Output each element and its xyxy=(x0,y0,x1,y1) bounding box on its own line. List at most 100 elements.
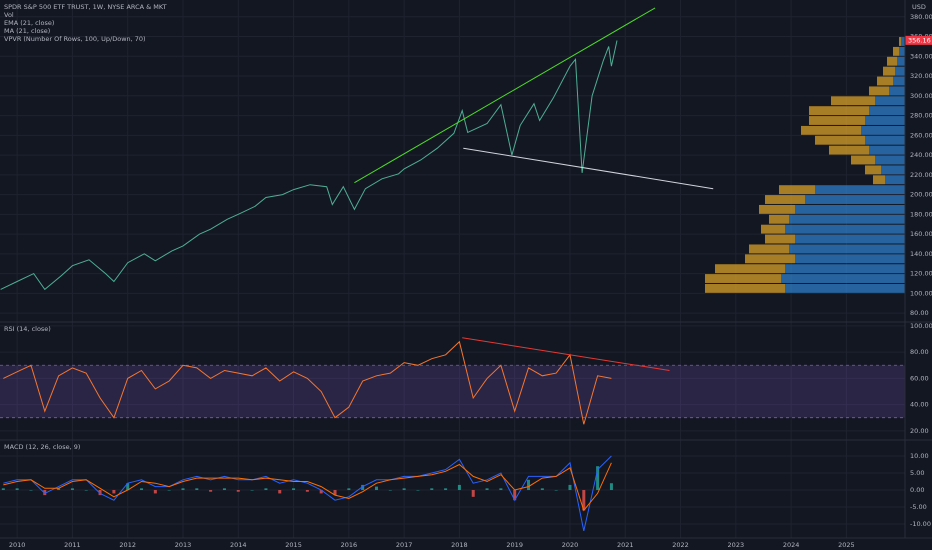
volume-profile-up xyxy=(795,234,905,244)
volume-profile-down xyxy=(801,125,861,135)
volume-profile-down xyxy=(865,165,881,175)
histogram-bar xyxy=(153,490,157,494)
histogram-bar xyxy=(112,490,116,494)
trendline xyxy=(463,147,714,190)
x-tick-label: 2023 xyxy=(728,541,745,549)
y-tick-label: 380.00 xyxy=(910,13,932,21)
histogram-bar xyxy=(43,490,47,496)
volume-profile-up xyxy=(789,214,905,224)
volume-profile-up xyxy=(785,224,905,234)
volume-profile-down xyxy=(765,195,805,204)
histogram-bar xyxy=(57,488,61,491)
volume-profile-up xyxy=(897,56,905,66)
series-line xyxy=(3,462,612,512)
panel-title: MACD (12, 26, close, 9) xyxy=(4,443,80,451)
panel-title: RSI (14, close) xyxy=(4,325,51,333)
x-tick-label: 2013 xyxy=(175,541,192,549)
x-tick-label: 2021 xyxy=(617,541,634,549)
x-tick-label: 2011 xyxy=(64,541,81,549)
y-tick-label: -5.00 xyxy=(910,503,927,511)
volume-profile-up xyxy=(901,37,905,46)
histogram-bar xyxy=(554,490,558,491)
volume-profile-up xyxy=(875,96,905,106)
histogram-bar xyxy=(402,488,406,491)
y-tick-label: 140.00 xyxy=(910,250,932,258)
x-tick-label: 2014 xyxy=(230,541,247,549)
volume-profile-down xyxy=(873,175,885,185)
volume-profile-up xyxy=(885,175,905,185)
y-tick-label: 180.00 xyxy=(910,210,932,218)
volume-profile-down xyxy=(829,145,869,155)
histogram-bar xyxy=(195,488,199,491)
volume-profile-up xyxy=(881,165,905,175)
x-tick-label: 2012 xyxy=(119,541,136,549)
histogram-bar xyxy=(374,486,378,491)
y-tick-label: 340.00 xyxy=(910,52,932,60)
volume-profile-up xyxy=(815,185,905,195)
trendline xyxy=(462,337,670,371)
histogram-bar xyxy=(15,488,19,491)
indicator-label: VPVR (Number Of Rows, 100, Up/Down, 70) xyxy=(4,35,146,43)
volume-profile-down xyxy=(761,224,785,234)
y-tick-label: 40.00 xyxy=(910,401,929,409)
y-tick-label: 100.00 xyxy=(910,289,932,297)
y-tick-label: 200.00 xyxy=(910,191,932,199)
histogram-bar xyxy=(485,488,489,491)
histogram-bar xyxy=(181,488,185,491)
histogram-bar xyxy=(527,479,531,491)
volume-profile-down xyxy=(831,96,875,106)
indicator-label: MA (21, close) xyxy=(4,27,50,35)
volume-profile-up xyxy=(805,195,905,204)
volume-profile-down xyxy=(869,86,889,96)
volume-profile-up xyxy=(893,76,905,86)
histogram-bar xyxy=(361,484,365,491)
volume-profile-down xyxy=(893,46,899,56)
series-line xyxy=(0,40,618,291)
series-line xyxy=(3,455,612,532)
histogram-bar xyxy=(319,490,323,494)
last-price-label: 356.16 xyxy=(908,36,931,44)
volume-profile-up xyxy=(899,46,905,56)
y-tick-label: 5.00 xyxy=(910,469,924,477)
histogram-bar xyxy=(347,488,351,491)
volume-profile-up xyxy=(785,283,905,293)
volume-profile-up xyxy=(785,264,905,274)
x-tick-label: 2025 xyxy=(838,541,855,549)
histogram-bar xyxy=(278,490,282,494)
volume-profile-up xyxy=(789,244,905,254)
volume-profile-down xyxy=(815,135,865,145)
histogram-bar xyxy=(444,488,448,491)
histogram-bar xyxy=(596,466,600,491)
volume-profile-down xyxy=(883,66,895,76)
volume-profile-up xyxy=(875,155,905,165)
histogram-bar xyxy=(250,490,254,491)
volume-profile-down xyxy=(705,283,785,293)
volume-profile-down xyxy=(779,185,815,195)
x-tick-label: 2024 xyxy=(783,541,800,549)
x-tick-label: 2017 xyxy=(396,541,413,549)
y-tick-label: 80.00 xyxy=(910,348,929,356)
histogram-bar xyxy=(471,490,475,497)
histogram-bar xyxy=(388,490,392,491)
histogram-bar xyxy=(513,490,517,501)
x-tick-label: 2020 xyxy=(562,541,579,549)
histogram-bar xyxy=(264,488,268,491)
band-fill xyxy=(0,365,905,418)
volume-profile-up xyxy=(781,274,905,283)
y-tick-label: 0.00 xyxy=(910,486,924,494)
x-tick-label: 2022 xyxy=(672,541,689,549)
histogram-bar xyxy=(582,490,586,511)
y-tick-label: 160.00 xyxy=(910,230,932,238)
y-tick-label: 300.00 xyxy=(910,92,932,100)
x-tick-label: 2015 xyxy=(285,541,302,549)
histogram-bar xyxy=(568,484,572,491)
volume-profile-down xyxy=(765,234,795,244)
histogram-bar xyxy=(609,483,613,491)
histogram-bar xyxy=(84,490,88,491)
y-tick-label: 320.00 xyxy=(910,72,932,80)
x-tick-label: 2016 xyxy=(341,541,358,549)
volume-profile-down xyxy=(899,37,901,46)
volume-profile-down xyxy=(809,106,869,116)
volume-profile-down xyxy=(851,155,875,165)
